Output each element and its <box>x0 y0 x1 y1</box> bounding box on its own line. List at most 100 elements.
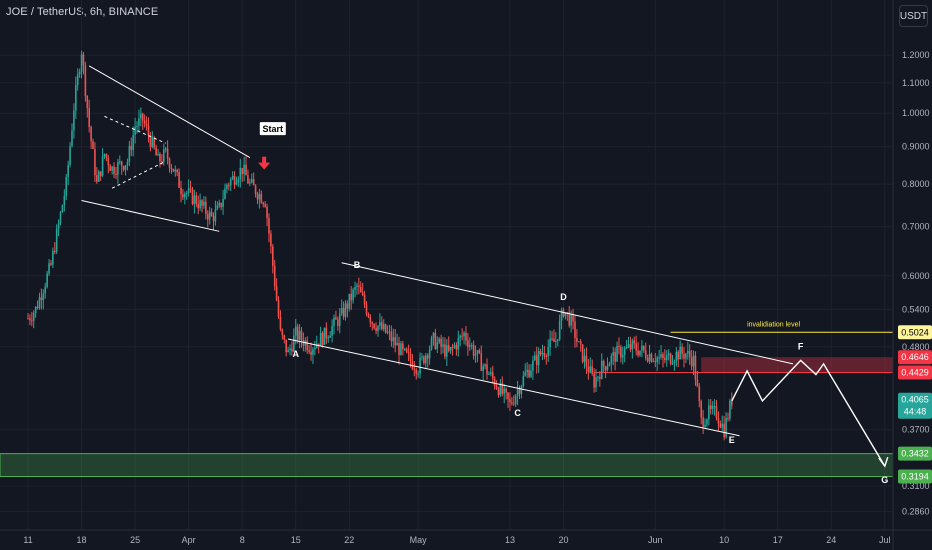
candle-body <box>551 338 553 340</box>
candle-body <box>379 322 381 326</box>
candle-body <box>310 351 312 355</box>
candle-body <box>442 344 444 347</box>
triangle-lower-line <box>111 160 166 189</box>
current-price-badge-bg <box>898 392 932 419</box>
candle-body <box>151 137 154 147</box>
candle-body <box>141 113 144 121</box>
resistance-high-badge: 0.4646 <box>901 352 929 362</box>
candle-body <box>446 345 448 357</box>
candle-body <box>293 335 295 352</box>
candle-body <box>29 318 31 321</box>
candle-body <box>53 250 56 252</box>
y-tick-label: 0.3100 <box>902 481 930 491</box>
candle-body <box>729 400 731 419</box>
candle-body <box>239 167 242 180</box>
x-tick-label: May <box>410 535 428 545</box>
candle-body <box>627 344 630 347</box>
candle-body <box>229 179 232 186</box>
candle-body <box>88 108 90 127</box>
support-low-badge: 0.3194 <box>901 472 929 482</box>
candle-body <box>185 192 188 194</box>
candle-body <box>486 364 488 375</box>
candle-body <box>222 199 224 207</box>
candle-body <box>453 345 456 348</box>
start-arrow-shaft <box>262 156 267 164</box>
candle-body <box>344 303 347 317</box>
candle-body <box>296 326 299 340</box>
candle-body <box>501 383 504 394</box>
candle-body <box>140 113 142 119</box>
candle-body <box>581 344 584 362</box>
candle-body <box>273 265 276 287</box>
candle-body <box>727 417 729 419</box>
candle-body <box>459 335 462 338</box>
candle-body <box>579 341 582 345</box>
candle-body <box>631 340 634 350</box>
candle-body <box>159 153 161 162</box>
candle-body <box>180 187 182 195</box>
candle-body <box>608 363 611 367</box>
candle-body <box>702 417 704 427</box>
candle-body <box>57 223 60 229</box>
y-tick-label: 0.7000 <box>902 222 930 232</box>
candle-body <box>71 130 73 147</box>
wave-label-d: D <box>560 292 567 302</box>
candle-body <box>119 161 121 163</box>
projection-arrowhead <box>878 456 889 468</box>
candle-body <box>111 166 113 171</box>
candle-body <box>725 417 727 438</box>
candle-body <box>507 392 509 400</box>
candle-body <box>84 65 87 96</box>
candle-body <box>556 339 559 341</box>
start-label: Start <box>263 124 284 134</box>
candle-body <box>237 179 240 183</box>
candle-body <box>27 318 29 320</box>
candle-body <box>709 405 712 410</box>
candle-body <box>656 357 659 362</box>
candle-body <box>337 319 339 326</box>
trend-drawings <box>81 65 889 468</box>
candle-body <box>578 341 580 343</box>
candle-body <box>463 332 465 337</box>
candle-body <box>474 354 477 356</box>
candle-body <box>226 184 228 189</box>
candle-body <box>210 211 213 217</box>
y-tick-label: 0.2860 <box>902 507 930 517</box>
candle-body <box>356 285 358 287</box>
candle-body <box>312 349 314 355</box>
candle-body <box>174 169 177 172</box>
candle-body <box>706 419 708 425</box>
candle-body <box>73 110 75 131</box>
candle-body <box>497 388 500 396</box>
candle-body <box>377 325 379 331</box>
candle-body <box>92 141 94 149</box>
candle-body <box>512 403 515 405</box>
wedge-upper-line <box>88 65 251 158</box>
candle-body <box>687 350 689 354</box>
candle-body <box>314 347 316 350</box>
resistance-high-badge-bg <box>898 350 932 365</box>
candle-body <box>281 329 284 336</box>
candle-body <box>683 353 685 359</box>
currency-button[interactable]: USDT <box>899 5 928 27</box>
candle-body <box>208 211 211 220</box>
candle-body <box>205 201 207 214</box>
start-arrow-head <box>258 162 271 170</box>
candle-body <box>700 401 702 418</box>
candle-body <box>170 167 173 169</box>
candle-body <box>688 350 691 358</box>
candle-body <box>155 147 157 156</box>
candle-body <box>423 356 425 364</box>
candle-body <box>172 168 175 172</box>
candle-body <box>96 175 98 182</box>
candle-body <box>644 350 647 358</box>
candle-body <box>562 309 565 317</box>
candle-body <box>419 357 421 374</box>
candle-body <box>34 306 37 314</box>
candle-body <box>275 286 278 301</box>
candle-body <box>197 204 200 209</box>
candle-body <box>69 146 71 165</box>
candle-body <box>641 345 643 351</box>
projection-path <box>731 359 886 467</box>
